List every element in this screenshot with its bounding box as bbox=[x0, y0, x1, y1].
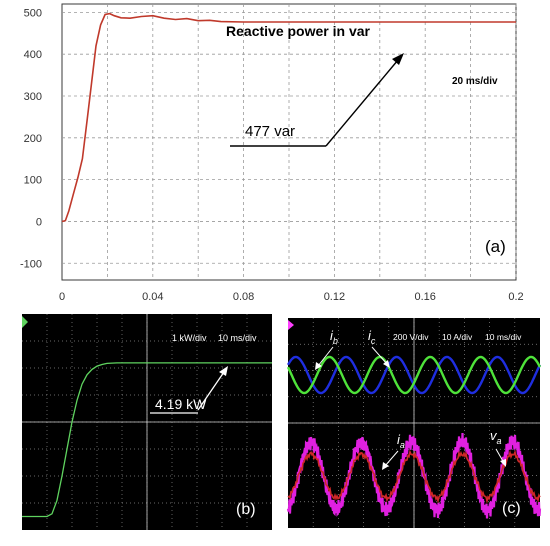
panel-a-y-tick-label: 400 bbox=[24, 49, 42, 61]
panel-c-scale-a: 10 A/div bbox=[442, 332, 473, 342]
panel-c-current-voltage-scope: 200 V/div 10 A/div 10 ms/div ib ic ia va… bbox=[286, 318, 542, 528]
panel-c-scale-ms: 10 ms/div bbox=[485, 332, 522, 342]
panel-a-title: Reactive power in var bbox=[226, 23, 371, 39]
panel-b-scale-ms: 10 ms/div bbox=[218, 333, 257, 343]
panel-c-ib-label: ib bbox=[330, 328, 338, 346]
panel-a-annotation-arrow-line bbox=[325, 59, 399, 147]
panel-b-panel-label: (b) bbox=[236, 501, 256, 518]
panel-a-reactive-power-trace bbox=[61, 12, 516, 223]
panel-b-active-power-trace bbox=[22, 362, 272, 518]
panel-a-y-tick-label: 100 bbox=[24, 175, 42, 187]
panel-b-annotation-arrow-line bbox=[197, 371, 225, 411]
panel-b-arrowhead bbox=[219, 366, 228, 376]
panel-c-ib-label-sub: b bbox=[333, 336, 338, 346]
panel-c-ib-arrowhead bbox=[315, 362, 322, 370]
panel-a-y-tick-label: 0 bbox=[36, 216, 42, 228]
panel-a-x-tick-label: 0.08 bbox=[233, 291, 254, 303]
panel-a-x-tick-label: 0.04 bbox=[142, 291, 163, 303]
panel-c-ia-pointer bbox=[384, 450, 399, 467]
panel-b-annotation-label: 4.19 kW bbox=[155, 396, 207, 412]
panel-c-va-label: va bbox=[490, 428, 502, 446]
panel-b-active-power-scope: 1 kW/div 10 ms/div 4.19 kW (b) bbox=[22, 314, 272, 530]
panel-c-channel-marker bbox=[288, 320, 294, 330]
panel-c-va-label-sub: a bbox=[497, 436, 502, 446]
panel-a-y-tick-label: -100 bbox=[20, 258, 42, 270]
panel-a-panel-label: (a) bbox=[485, 237, 506, 256]
panel-c-ic-label: ic bbox=[368, 328, 376, 346]
panel-c-ia-trace bbox=[287, 449, 541, 504]
panel-c-ic-label-main: i bbox=[368, 328, 372, 343]
panel-c-ia-label-sub: a bbox=[400, 440, 405, 450]
panel-c-ib-label-main: i bbox=[330, 328, 334, 343]
panel-c-ic-pointer bbox=[371, 346, 388, 365]
panel-c-ia-label-main: i bbox=[397, 432, 401, 447]
panel-a-x-tick-label: 0.12 bbox=[324, 291, 345, 303]
panel-a-x-tick-labels: 0 0.04 0.08 0.12 0.16 0.2 bbox=[59, 291, 524, 303]
panel-c-ib-pointer bbox=[317, 346, 334, 367]
panel-c-ia-arrowhead bbox=[382, 462, 389, 470]
panel-c-va-label-main: v bbox=[490, 428, 498, 443]
panel-c-ic-arrowhead bbox=[383, 360, 390, 368]
panel-a-arrowhead bbox=[392, 53, 404, 65]
panel-a-x-tick-label: 0.2 bbox=[508, 291, 523, 303]
panel-a-grid bbox=[62, 4, 517, 280]
panel-c-ia-label: ia bbox=[397, 432, 405, 450]
panel-b-scale-kw: 1 kW/div bbox=[172, 333, 207, 343]
panel-a-y-tick-label: 500 bbox=[24, 7, 42, 19]
panel-b-grid bbox=[22, 314, 272, 530]
panel-a-x-tick-label: 0 bbox=[59, 291, 65, 303]
panel-c-panel-label: (c) bbox=[502, 500, 521, 517]
panel-c-ic-label-sub: c bbox=[371, 336, 376, 346]
panel-a-y-tick-labels: -100 0 100 200 300 400 500 bbox=[20, 7, 42, 270]
panel-c-ic-trace bbox=[286, 355, 542, 395]
panel-c-va-arrowhead bbox=[500, 459, 506, 467]
panel-a-reactive-power-chart: -100 0 100 200 300 400 500 0 0.04 0.08 0.12 0.16 0.… bbox=[20, 3, 524, 303]
panel-a-x-tick-label: 0.16 bbox=[414, 291, 435, 303]
panel-a-y-tick-label: 300 bbox=[24, 91, 42, 103]
panel-a-annotation-label: 477 var bbox=[245, 123, 295, 140]
panel-a-scale-note: 20 ms/div bbox=[452, 76, 498, 87]
panel-c-grid bbox=[288, 318, 540, 528]
panel-c-scale-v: 200 V/div bbox=[393, 332, 429, 342]
panel-a-y-tick-label: 200 bbox=[24, 133, 42, 145]
panel-b-channel-marker bbox=[22, 316, 28, 328]
